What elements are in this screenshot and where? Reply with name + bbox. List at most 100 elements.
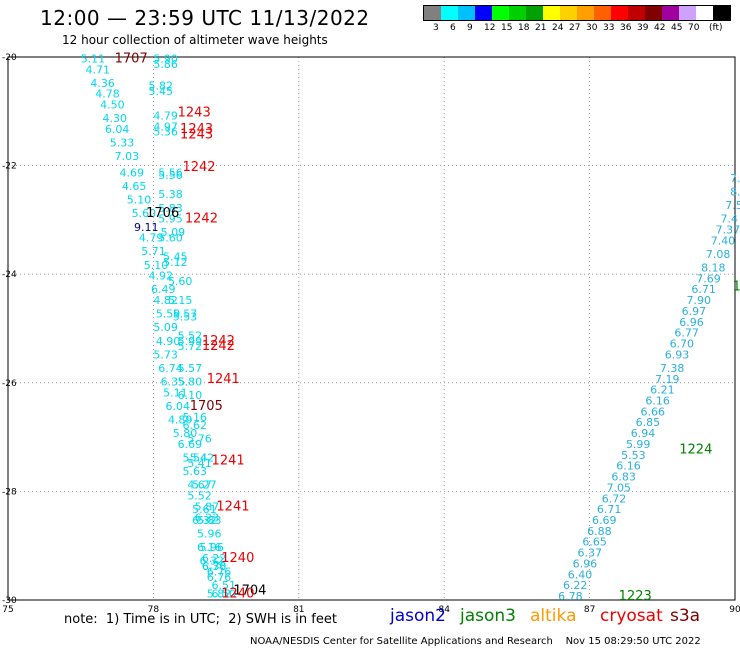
wave-height-label: 5.15 (168, 294, 193, 307)
wave-height-label: 5.36 (153, 126, 178, 139)
wave-height-label: 6.04 (166, 400, 191, 413)
wave-height-label: 7.37 (716, 223, 740, 236)
wave-height-label: 6.22 (563, 579, 588, 592)
wave-height-label: 5.73 (153, 348, 178, 361)
wave-height-label: 4.78 (95, 88, 120, 101)
wave-height-label: 6.35 (161, 376, 186, 389)
wave-height-label: 4.36 (90, 77, 115, 90)
wave-height-label: 7.08 (706, 248, 731, 261)
wave-height-label: 7.03 (115, 150, 140, 163)
wave-height-label: 6.32 (199, 555, 224, 568)
wave-height-label: 5.82 (207, 587, 232, 600)
wave-height-label: 7.90 (687, 294, 712, 307)
legend-swatch (458, 6, 475, 20)
legend-swatch (543, 6, 560, 20)
legend-swatch (645, 6, 662, 20)
legend-label: 42 (654, 23, 666, 33)
wave-height-label: 5.57 (173, 308, 198, 321)
legend-swatch (611, 6, 628, 20)
legend-color-bar (423, 5, 731, 21)
y-tick-label: -26 (2, 379, 17, 389)
y-tick-label: -24 (2, 270, 17, 280)
wave-height-label: 4.82 (153, 294, 178, 307)
wave-height-label: 7.5 (725, 199, 740, 212)
wave-height-label: 7. (730, 172, 740, 185)
wave-height-label: 5.99 (178, 335, 203, 348)
wave-height-label: 6.37 (577, 547, 602, 560)
wave-height-label: 5.09 (153, 321, 178, 334)
wave-height-label: 4.79 (153, 109, 178, 122)
legend-swatch (560, 6, 577, 20)
legend-swatch (475, 6, 492, 20)
y-tick-label: -20 (2, 53, 17, 63)
wave-height-label: 5.90 (153, 52, 178, 65)
wave-height-label: 6.93 (665, 348, 690, 361)
wave-height-label: 7.38 (660, 362, 685, 375)
legend-swatch (441, 6, 458, 20)
wave-height-label: 5.96 (197, 528, 222, 541)
legend-label: 33 (603, 23, 615, 33)
wave-height-label: 6.77 (674, 327, 699, 340)
wave-height-label: 5.87 (195, 500, 220, 513)
wave-height-label: 5.52 (187, 490, 212, 503)
wave-height-label: 5.83 (197, 514, 222, 527)
pass-time-label: 1243 (180, 122, 213, 137)
wave-height-label: 4.89 (168, 414, 193, 427)
wave-height-label: 7.19 (655, 373, 680, 386)
wave-height-label: 8.18 (701, 261, 726, 274)
wave-height-label: 6.40 (568, 568, 593, 581)
wave-height-label: 5.80 (178, 376, 203, 389)
legend-jason3: jason3 (460, 606, 516, 626)
legend-label: 36 (620, 23, 632, 33)
legend-label: 39 (637, 23, 649, 33)
wave-height-label: 6.10 (178, 389, 203, 402)
wave-height-label: 6.65 (582, 536, 607, 549)
wave-height-label: 6.49 (151, 283, 176, 296)
wave-height-label: 6.71 (691, 283, 716, 296)
wave-height-label: 4.65 (122, 180, 147, 193)
x-tick-label: 78 (148, 605, 160, 615)
legend-swatch (577, 6, 594, 20)
wave-height-label: 5.59 (156, 308, 181, 321)
wave-height-label: 5.72 (178, 340, 203, 353)
legend-label: 45 (671, 23, 683, 33)
wave-height-label: 6.71 (597, 503, 622, 516)
pass-time-label: 1240 (221, 551, 254, 566)
legend-swatch (526, 6, 543, 20)
wave-height-label: 6.30 (202, 560, 227, 573)
wave-height-label: 6.97 (682, 305, 707, 318)
pass-time-label: 1223 (619, 589, 652, 604)
wave-height-label: 5.09 (161, 226, 186, 239)
wave-height-label: 6.16 (616, 460, 641, 473)
wave-height-label: 5.80 (173, 427, 198, 440)
wave-height-label: 7.05 (607, 481, 632, 494)
legend-label: 12 (484, 23, 496, 33)
wave-height-label: 5.83 (158, 202, 183, 215)
pass-time-label: 1705 (190, 399, 223, 414)
wave-height-label: 5.86 (153, 58, 178, 71)
wave-height-label: 5.56 (158, 166, 183, 179)
wave-height-label: 6.50 (212, 587, 237, 600)
pass-time-label: 1704 (233, 584, 266, 599)
wave-height-label: 5.45 (149, 85, 174, 98)
wave-height-label: 5.12 (163, 256, 188, 269)
wave-height-label: 6.94 (631, 427, 656, 440)
wave-height-label: 6.70 (670, 338, 695, 351)
wave-height-label: 5.57 (178, 362, 203, 375)
x-tick-label: 75 (2, 605, 13, 615)
wave-height-label: 6.78 (202, 560, 227, 573)
wave-height-label: 6.22 (202, 552, 227, 565)
wave-height-label: 5.33 (110, 137, 135, 150)
legend-labels: 3 6 9 12 15 18 21 24 27 30 33 36 39 42 45 70 (ft) (423, 21, 731, 35)
wave-height-label: 4.30 (103, 112, 128, 125)
legend-swatch (492, 6, 509, 20)
pass-time-label: 1242 (202, 339, 235, 354)
legend-label: 15 (501, 23, 513, 33)
y-tick-label: -28 (2, 487, 17, 497)
wave-height-label: 6.96 (573, 557, 598, 570)
wave-height-label: 5.61 (192, 503, 217, 516)
wave-height-label: 6.69 (178, 438, 203, 451)
pass-time-label: 1243 (180, 127, 213, 142)
wave-height-label: 5.53 (173, 310, 198, 323)
